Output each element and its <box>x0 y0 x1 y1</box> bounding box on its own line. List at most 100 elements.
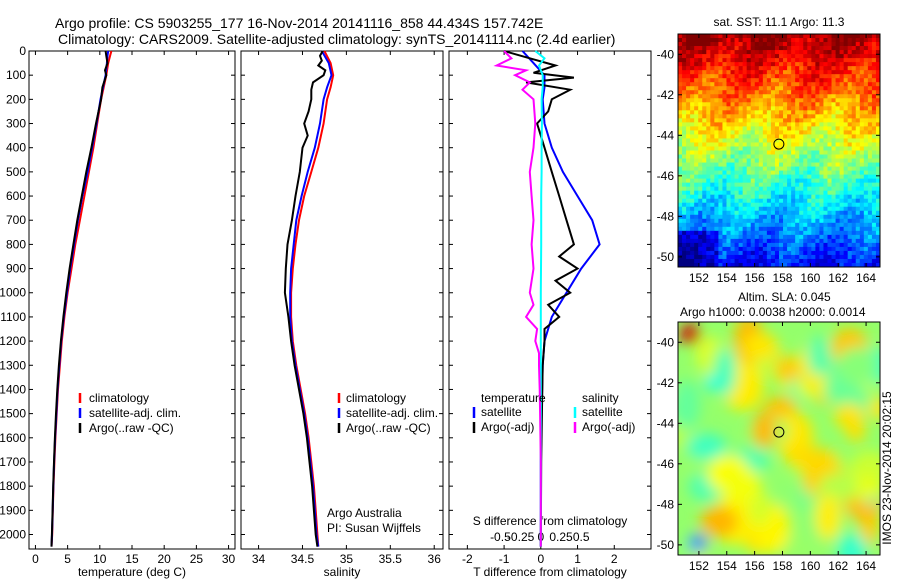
x-axis-label: T difference from climatology <box>473 565 627 579</box>
sst-cell <box>859 218 865 224</box>
sst-cell <box>738 174 744 180</box>
sst-cell <box>774 126 780 131</box>
sst-cell <box>807 186 812 192</box>
sst-cell <box>859 46 865 51</box>
sst-cell <box>706 194 711 200</box>
sst-cell <box>678 126 683 131</box>
sst-cell <box>855 170 861 176</box>
sst-cell <box>698 254 703 260</box>
sst-cell <box>787 242 792 248</box>
sst-cell <box>718 114 723 119</box>
sst-cell <box>730 194 735 200</box>
sst-cell <box>823 238 828 244</box>
sst-cell <box>690 102 695 107</box>
sst-cell <box>706 46 711 51</box>
sst-cell <box>742 186 748 192</box>
sst-cell <box>702 42 707 47</box>
sst-cell <box>754 262 760 268</box>
sst-cell <box>863 98 869 103</box>
sst-cell <box>787 46 792 51</box>
sst-cell <box>682 94 687 99</box>
sst-cell <box>827 78 832 83</box>
map-x-tick-label: 156 <box>745 271 765 285</box>
legend-label-climatology: climatology <box>346 391 406 405</box>
sst-cell <box>734 42 739 47</box>
sst-cell <box>815 110 820 115</box>
sst-cell <box>863 158 869 163</box>
sst-cell <box>678 250 683 256</box>
sst-cell <box>742 238 748 244</box>
sst-cell <box>795 50 800 55</box>
sst-cell <box>746 222 752 228</box>
sst-cell <box>694 134 699 139</box>
sst-cell <box>754 182 760 188</box>
sst-cell <box>746 154 752 159</box>
sst-cell <box>783 162 788 167</box>
sla-blob <box>678 379 701 431</box>
sst-cell <box>694 54 699 59</box>
sst-cell <box>746 78 752 83</box>
sst-cell <box>835 98 840 103</box>
sst-cell <box>851 162 857 167</box>
sst-cell <box>791 258 796 264</box>
sst-cell <box>839 202 845 208</box>
sst-cell <box>718 186 723 192</box>
sst-cell <box>855 250 861 256</box>
sst-cell <box>702 262 707 268</box>
sst-cell <box>847 246 853 252</box>
sst-cell <box>766 210 772 216</box>
sst-cell <box>730 250 735 256</box>
sst-cell <box>787 50 792 55</box>
sst-cell <box>791 38 796 43</box>
sst-cell <box>815 206 820 212</box>
sst-cell <box>730 98 735 103</box>
sst-cell <box>855 218 861 224</box>
sst-cell <box>730 138 735 143</box>
sst-cell <box>839 134 845 139</box>
sst-cell <box>807 242 812 248</box>
sst-cell <box>855 166 861 171</box>
sst-cell <box>698 214 703 220</box>
sst-cell <box>734 150 739 155</box>
sst-cell <box>875 134 881 139</box>
sst-cell <box>766 222 772 228</box>
sst-cell <box>799 190 804 196</box>
sst-cell <box>855 222 861 228</box>
sst-cell <box>875 82 881 87</box>
sst-cell <box>702 226 707 232</box>
sst-cell <box>698 74 703 79</box>
sst-cell <box>863 54 869 59</box>
sst-cell <box>871 138 877 143</box>
sst-cell <box>750 78 756 83</box>
map-x-tick-label: 152 <box>689 559 709 573</box>
sst-cell <box>710 94 715 99</box>
sst-cell <box>827 118 832 123</box>
sst-cell <box>682 190 687 196</box>
sst-cell <box>779 106 784 111</box>
sst-cell <box>835 78 840 83</box>
sst-cell <box>762 186 768 192</box>
sst-cell <box>762 94 768 99</box>
sst-cell <box>871 82 877 87</box>
sst-cell <box>843 90 849 95</box>
sst-cell <box>859 250 865 256</box>
sst-cell <box>766 50 772 55</box>
sst-cell <box>815 166 820 171</box>
sst-cell <box>726 78 731 83</box>
sst-cell <box>791 138 796 143</box>
sst-cell <box>694 190 699 196</box>
sst-cell <box>787 158 792 163</box>
sst-cell <box>770 186 776 192</box>
legend-title-salinity: salinity <box>582 391 619 405</box>
sst-cell <box>831 218 836 224</box>
sst-cell <box>863 118 869 123</box>
sst-cell <box>754 226 760 232</box>
sst-cell <box>682 162 687 167</box>
sst-cell <box>730 102 735 107</box>
sst-cell <box>746 98 752 103</box>
sst-cell <box>718 198 723 204</box>
sst-cell <box>859 150 865 155</box>
sst-cell <box>779 70 784 75</box>
sst-cell <box>770 122 776 127</box>
sst-cell <box>779 54 784 59</box>
